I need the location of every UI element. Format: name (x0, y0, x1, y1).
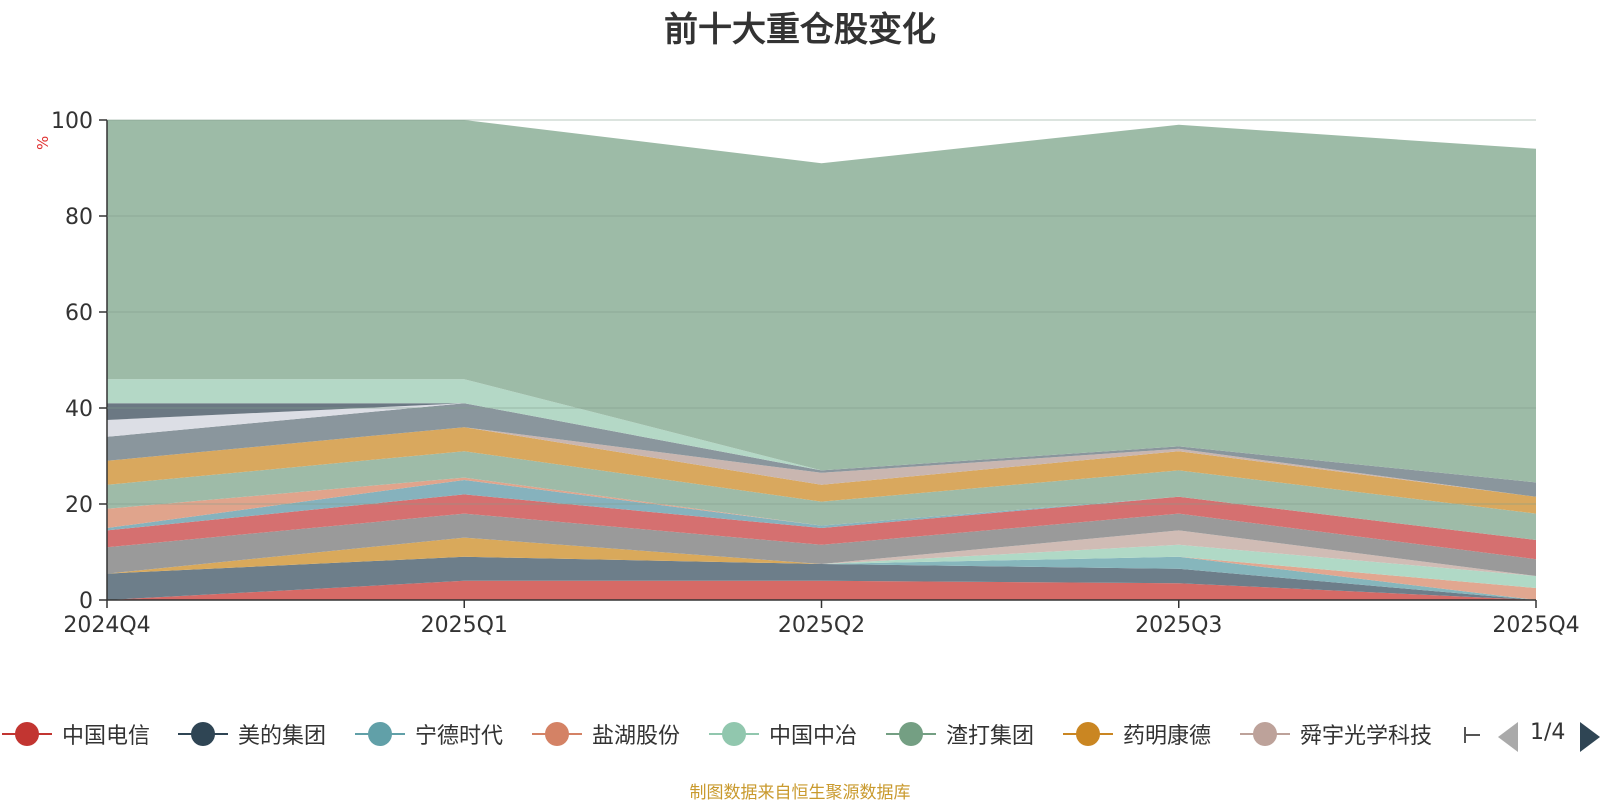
area-series-18 (107, 379, 1536, 483)
area-series-14 (107, 427, 1536, 497)
area-series-19 (107, 120, 1536, 483)
y-tick-label: 80 (65, 205, 93, 230)
legend-item[interactable]: 中国中冶 (709, 716, 857, 752)
y-tick-label: 0 (79, 589, 93, 614)
area-series-10 (107, 480, 1536, 540)
y-tick-label: 20 (65, 493, 93, 518)
y-tick-label: 40 (65, 397, 93, 422)
legend-marker-icon (2, 716, 52, 752)
x-tick-label: 2025Q1 (421, 613, 508, 638)
area-series-17 (107, 403, 1536, 483)
legend-item[interactable]: 舜宇光学科技 (1240, 716, 1432, 752)
legend-prev-page-icon[interactable] (1498, 722, 1518, 752)
legend-item[interactable]: 美的集团 (178, 716, 326, 752)
legend-item[interactable]: 宁德时代 (355, 716, 503, 752)
legend-marker-icon (532, 716, 582, 752)
area-series-6 (107, 537, 1536, 576)
y-tick-label: 60 (65, 301, 93, 326)
area-series-12 (107, 451, 1536, 540)
legend-overflow-line (1464, 734, 1480, 736)
legend-marker-icon (355, 716, 405, 752)
legend-label: 中国中冶 (769, 724, 858, 749)
legend-marker-icon (886, 716, 936, 752)
legend: 中国电信 美的集团 宁德时代 盐湖股份 中国中冶 渣打集团 药明康德 舜宇光学科技 (0, 716, 1600, 752)
legend-marker-icon (709, 716, 759, 752)
legend-item[interactable]: 盐湖股份 (532, 716, 680, 752)
legend-marker-icon (1063, 716, 1113, 752)
area-series-2 (107, 556, 1536, 600)
x-tick-label: 2024Q4 (63, 613, 150, 638)
area-series-group (107, 120, 1536, 600)
area-series-9 (107, 494, 1536, 560)
legend-label: 中国电信 (62, 724, 151, 749)
legend-label: 美的集团 (238, 724, 327, 749)
source-note: 制图数据来自恒生聚源数据库 (689, 783, 911, 803)
x-tick-label: 2025Q2 (778, 613, 865, 638)
legend-marker-icon (1240, 716, 1290, 752)
legend-item[interactable]: 渣打集团 (886, 716, 1034, 752)
legend-page-indicator: 1/4 (1530, 720, 1566, 745)
legend-marker-icon (178, 716, 228, 752)
area-series-0 (107, 580, 1536, 600)
legend-label: 药明康德 (1123, 724, 1212, 749)
legend-next-page-icon[interactable] (1580, 722, 1600, 752)
y-axis-label: % (34, 135, 52, 150)
x-tick-label: 2025Q4 (1492, 613, 1579, 638)
chart-title: 前十大重仓股变化 (664, 10, 936, 50)
area-series-7 (107, 530, 1536, 576)
area-series-15 (107, 403, 1536, 497)
grid-lines (107, 119, 1536, 505)
area-series-13 (107, 427, 1536, 514)
legend-label: 宁德时代 (415, 724, 504, 749)
x-tick-label: 2025Q3 (1135, 613, 1222, 638)
legend-label: 舜宇光学科技 (1300, 724, 1433, 749)
y-tick-label: 100 (51, 109, 93, 134)
axes: 0 20 40 60 80 100 2024Q4 2025Q1 2025Q2 2025Q3 2025… (51, 109, 1580, 638)
area-series-1 (107, 556, 1536, 600)
area-series-4 (107, 544, 1536, 588)
legend-label: 盐湖股份 (592, 724, 681, 749)
legend-item[interactable]: 药明康德 (1063, 716, 1211, 752)
legend-label: 渣打集团 (946, 724, 1035, 749)
legend-item[interactable]: 中国电信 (2, 716, 150, 752)
